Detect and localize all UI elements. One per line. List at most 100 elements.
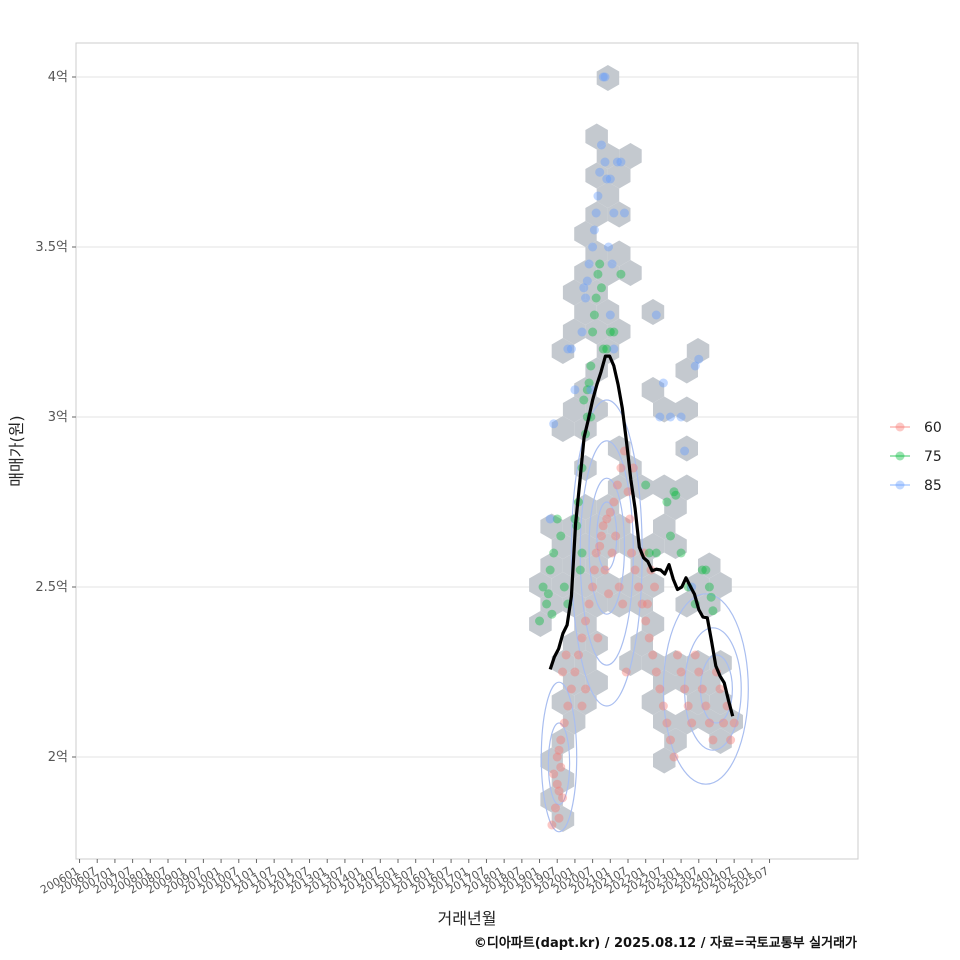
- point-60-0: [549, 769, 559, 779]
- point-60-49: [665, 735, 675, 745]
- hexbin-cell-39: [675, 708, 698, 735]
- point-60-44: [648, 650, 658, 660]
- point-85-37: [586, 385, 596, 395]
- legend-item-60[interactable]: 60: [890, 420, 942, 436]
- point-60-66: [726, 735, 736, 745]
- point-60-13: [570, 667, 580, 677]
- point-60-26: [609, 497, 619, 507]
- hexbin-cell-28: [641, 611, 665, 637]
- point-60-56: [690, 650, 700, 660]
- point-85-16: [609, 208, 619, 218]
- point-60-75: [558, 667, 568, 677]
- hexbin-cell-75: [619, 260, 642, 286]
- point-60-45: [651, 667, 661, 677]
- hexbin-cell-91: [562, 318, 586, 345]
- point-85-27: [665, 412, 675, 422]
- point-60-51: [673, 650, 683, 660]
- legend-key-dot-75: [895, 451, 905, 461]
- point-60-35: [611, 531, 621, 541]
- point-75-31: [651, 548, 661, 558]
- point-60-16: [581, 616, 591, 626]
- point-60-64: [719, 718, 729, 728]
- hexbin-cell-92: [574, 260, 597, 286]
- hexbin-cell-111: [686, 338, 710, 364]
- hexbin-cell-20: [607, 435, 631, 462]
- hexbin-cell-31: [653, 669, 676, 696]
- point-75-15: [586, 361, 596, 371]
- hexbin-cell-56: [540, 591, 563, 618]
- point-60-61: [708, 735, 718, 745]
- point-60-1: [552, 752, 562, 762]
- point-60-78: [642, 599, 652, 609]
- point-75-33: [669, 487, 679, 497]
- point-75-39: [697, 565, 707, 575]
- hexbin-cell-41: [698, 669, 721, 696]
- point-85-21: [600, 72, 610, 82]
- hexbin-cell-101: [619, 143, 642, 169]
- point-60-4: [550, 803, 560, 813]
- point-60-15: [577, 633, 587, 643]
- point-60-42: [641, 616, 651, 626]
- point-60-25: [605, 507, 615, 517]
- y-tick-label-1: 2.5억: [35, 580, 68, 595]
- hexbin-cell-82: [653, 513, 676, 540]
- x-axis-ticks: 2006012006072007012007072008012008072009…: [38, 859, 771, 897]
- legend-item-75[interactable]: 75: [890, 449, 942, 465]
- point-60-21: [595, 541, 605, 551]
- point-85-3: [570, 385, 580, 395]
- hexbin-cell-5: [551, 806, 575, 832]
- point-85-33: [589, 225, 599, 235]
- density-contour-4: [540, 681, 578, 833]
- point-60-8: [547, 820, 557, 830]
- hexbin-cell-8: [574, 650, 597, 676]
- point-75-24: [616, 269, 626, 279]
- hexbin-cell-80: [653, 474, 676, 501]
- point-60-32: [600, 565, 610, 575]
- hexbin-cell-48: [574, 689, 597, 715]
- hexbin-cell-7: [562, 669, 586, 696]
- point-75-7: [559, 582, 569, 592]
- point-85-31: [694, 354, 704, 364]
- point-75-2: [542, 599, 552, 609]
- point-75-28: [582, 385, 592, 395]
- point-75-36: [676, 548, 686, 558]
- y-axis-ticks: 2억 2.5억 3억 3.5억 4억: [35, 70, 76, 765]
- point-85-24: [609, 344, 619, 354]
- density-contour-7: [684, 627, 742, 751]
- hexbin-cell-1: [540, 747, 563, 774]
- point-60-12: [566, 684, 576, 694]
- point-75-1: [538, 582, 548, 592]
- point-75-16: [588, 327, 598, 337]
- point-60-76: [593, 633, 603, 643]
- point-60-23: [598, 521, 608, 531]
- point-75-35: [665, 531, 675, 541]
- hexbin-cell-69: [585, 318, 608, 345]
- density-contour-3: [596, 501, 618, 571]
- point-60-28: [616, 463, 626, 473]
- hexbin-cell-53: [585, 630, 608, 657]
- legend-item-85[interactable]: 85: [890, 478, 942, 494]
- hexbin-cell-97: [585, 123, 608, 150]
- point-85-10: [593, 191, 603, 201]
- point-85-8: [588, 242, 598, 252]
- point-60-69: [577, 701, 587, 711]
- hexbin-cell-112: [562, 279, 586, 306]
- point-85-11: [595, 167, 605, 177]
- point-75-45: [593, 269, 603, 279]
- density-contour-1: [579, 440, 634, 666]
- hexbin-cell-99: [607, 162, 631, 189]
- point-60-68: [581, 684, 591, 694]
- legend-label-75: 75: [924, 449, 942, 465]
- point-60-46: [655, 684, 665, 694]
- hexbin-cell-96: [585, 162, 608, 189]
- point-60-11: [563, 701, 573, 711]
- point-85-34: [607, 259, 617, 269]
- hexbin-cell-13: [585, 552, 608, 579]
- point-75-22: [605, 327, 615, 337]
- hexbin-cell-103: [607, 240, 631, 267]
- point-85-38: [566, 344, 576, 354]
- point-60-40: [634, 582, 644, 592]
- panel-background: [75, 42, 859, 860]
- hexbin-cell-43: [709, 728, 732, 754]
- point-60-55: [687, 718, 697, 728]
